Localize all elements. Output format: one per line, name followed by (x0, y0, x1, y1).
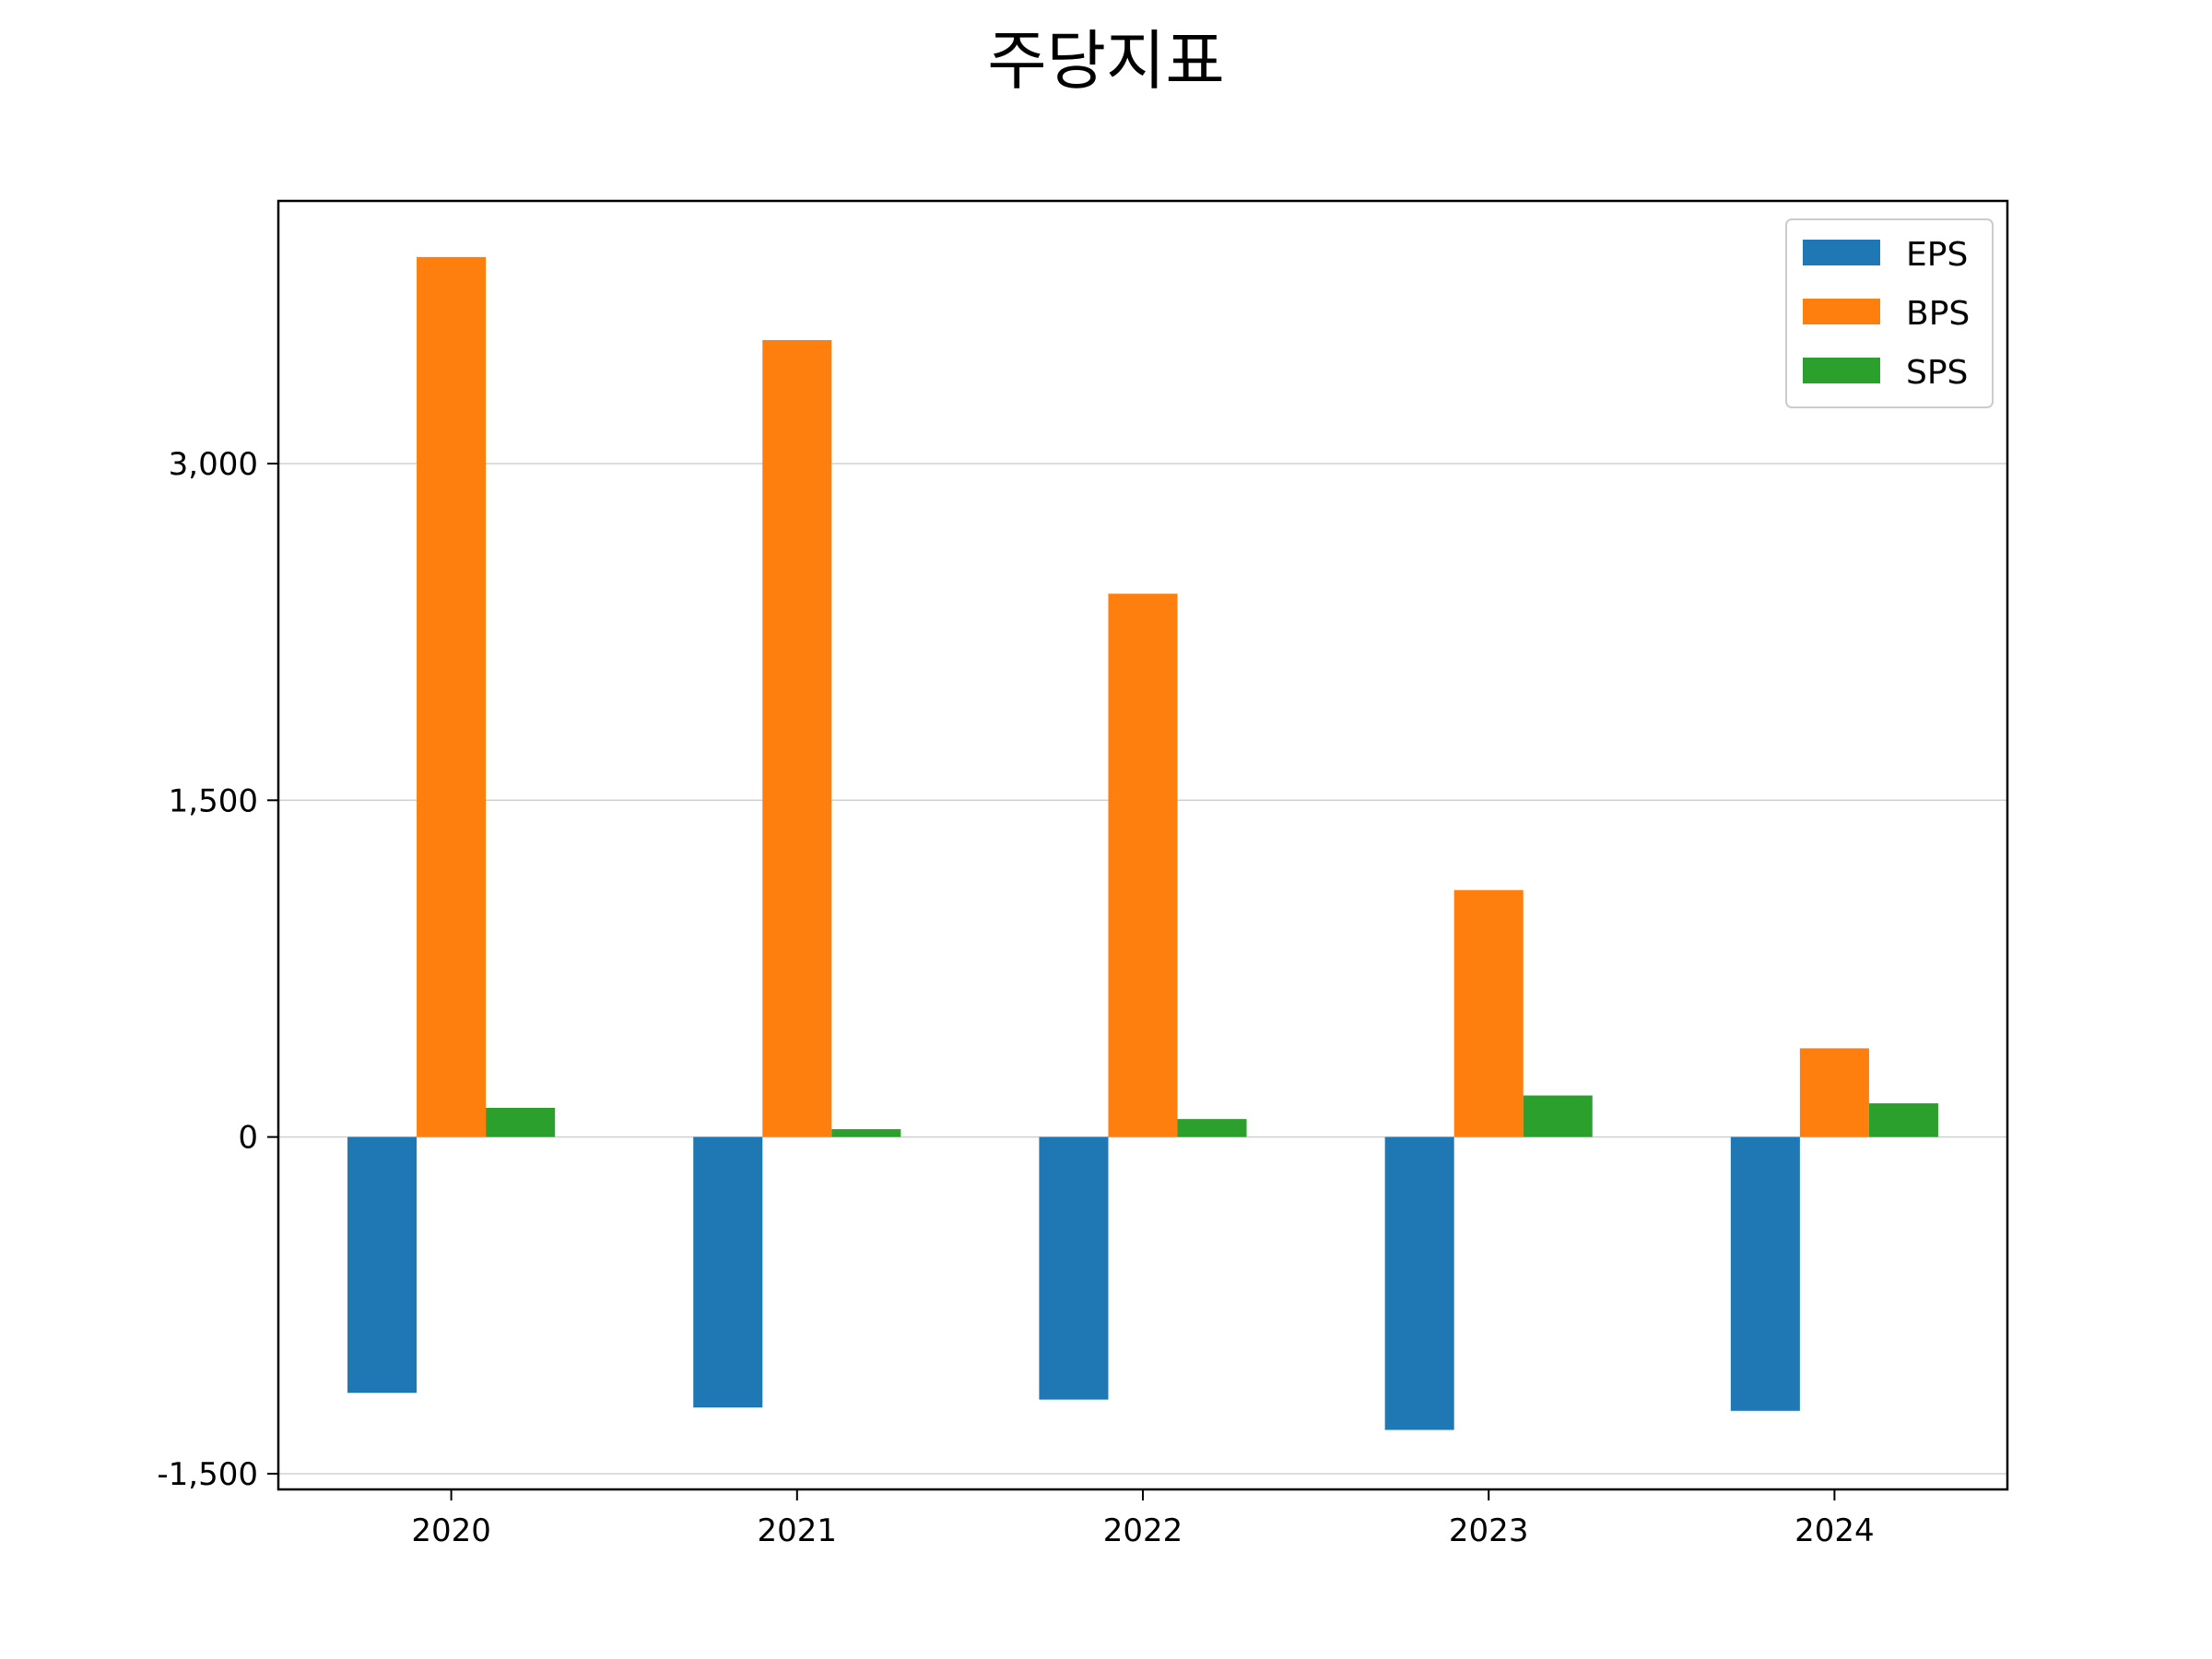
legend-swatch-eps (1803, 240, 1880, 265)
x-tick-label: 2024 (1794, 1512, 1875, 1549)
bar-sps-2022 (1177, 1119, 1247, 1137)
bar-bps-2022 (1108, 594, 1178, 1137)
bar-bps-2023 (1453, 889, 1524, 1137)
bar-eps-2021 (693, 1136, 763, 1408)
x-tick-label: 2022 (1103, 1512, 1183, 1549)
x-tick-label: 2020 (411, 1512, 491, 1549)
bar-bps-2024 (1799, 1048, 1869, 1137)
legend-label-sps: SPS (1906, 354, 1968, 392)
x-tick-label: 2023 (1449, 1512, 1529, 1549)
axes: -1,500 0 1,500 3,000 2020 2021 2022 2023 2024 (157, 199, 2009, 1549)
legend-swatch-bps (1803, 299, 1880, 324)
bar-bps-2020 (417, 256, 487, 1137)
bar-eps-2024 (1730, 1136, 1800, 1411)
x-tick-label: 2021 (758, 1512, 838, 1549)
legend-label-bps: BPS (1906, 295, 1970, 333)
bar-sps-2021 (831, 1129, 901, 1137)
legend-swatch-sps (1803, 358, 1880, 383)
y-tick-label: 1,500 (169, 782, 258, 819)
bar-eps-2020 (347, 1136, 418, 1394)
bar-bps-2021 (762, 340, 832, 1137)
chart-title: 주당지표 (987, 23, 1225, 99)
y-tick-label: 0 (238, 1120, 258, 1157)
legend-label-eps: EPS (1906, 236, 1968, 274)
bar-sps-2020 (486, 1107, 556, 1137)
bar-eps-2022 (1039, 1136, 1109, 1400)
y-tick-label: 3,000 (169, 446, 258, 483)
y-tick-label: -1,500 (157, 1456, 258, 1493)
plot-frame (276, 199, 2009, 1491)
bar-sps-2023 (1523, 1095, 1593, 1137)
legend: EPS BPS SPS (1785, 218, 1994, 408)
bar-sps-2024 (1868, 1103, 1938, 1137)
bar-eps-2023 (1384, 1136, 1454, 1430)
bars (347, 256, 1938, 1430)
